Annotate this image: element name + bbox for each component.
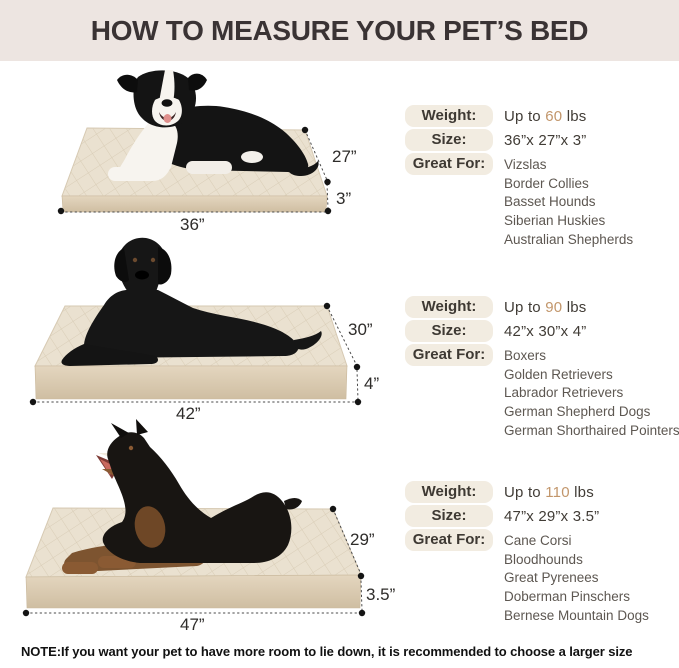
breed-item: Vizslas: [504, 157, 547, 172]
weight-prefix: Up to: [504, 108, 546, 125]
breed-item: Labrador Retrievers: [504, 385, 624, 401]
breed-item: Boxers: [504, 348, 547, 363]
breed-item: Cane Corsi: [504, 533, 572, 548]
breed-item: Basset Hounds: [504, 194, 596, 210]
weight-label: Weight:: [405, 481, 493, 503]
specs-medium: Weight: Up to 60 lbs Size: 36”x 27”x 3” …: [405, 105, 673, 252]
size-label: Size:: [405, 505, 493, 527]
page-title: HOW TO MEASURE YOUR PET’S BED: [90, 14, 589, 46]
weight-suffix: lbs: [562, 108, 587, 125]
breed-item: Great Pyrenees: [504, 570, 599, 586]
breed-list: Boxers Golden Retrievers Labrador Retrie…: [504, 344, 679, 441]
bed-diagram-xlarge: 29” 3.5” 47”: [22, 419, 396, 634]
dimension-annotations: 29” 3.5” 47”: [22, 505, 396, 634]
weight-row: Weight: Up to 110 lbs: [405, 481, 673, 503]
depth-dimension-label: 27”: [332, 147, 357, 166]
weight-number: 60: [545, 108, 563, 125]
weight-value: Up to 90 lbs: [504, 296, 586, 316]
weight-value: Up to 60 lbs: [504, 105, 586, 125]
width-dimension-label: 36”: [180, 215, 205, 234]
breed-list: Vizslas Border Collies Basset Hounds Sib…: [504, 153, 633, 250]
great-for-label: Great For:: [405, 529, 493, 551]
weight-label: Weight:: [405, 296, 493, 318]
great-for-label: Great For:: [405, 344, 493, 366]
size-value: 47”x 29”x 3.5”: [504, 508, 600, 525]
weight-number: 90: [545, 299, 563, 316]
bed-diagram-large: 30” 4” 42”: [29, 237, 379, 423]
specs-xlarge: Weight: Up to 110 lbs Size: 47”x 29”x 3.…: [405, 481, 673, 628]
width-dimension-label: 42”: [176, 404, 201, 423]
dog-illustration-border-collie: [108, 70, 319, 181]
great-for-label: Great For:: [405, 153, 493, 175]
dog-illustration-labrador: [61, 237, 322, 366]
header-band: HOW TO MEASURE YOUR PET’S BED: [0, 0, 679, 61]
weight-prefix: Up to: [504, 484, 546, 501]
weight-suffix: lbs: [569, 484, 594, 501]
breed-item: Border Collies: [504, 175, 589, 191]
specs-large: Weight: Up to 90 lbs Size: 42”x 30”x 4” …: [405, 296, 679, 443]
height-dimension-label: 3.5”: [366, 585, 396, 604]
great-for-row: Great For: Cane Corsi Bloodhounds Great …: [405, 529, 673, 626]
breed-list: Cane Corsi Bloodhounds Great Pyrenees Do…: [504, 529, 649, 626]
size-value: 42”x 30”x 4”: [504, 323, 587, 340]
dimension-annotations: 27” 3” 36”: [57, 126, 357, 234]
weight-number: 110: [545, 484, 570, 501]
breed-item: Bernese Mountain Dogs: [504, 607, 649, 623]
height-dimension-label: 3”: [336, 189, 351, 208]
dimension-annotations: 30” 4” 42”: [29, 302, 379, 423]
size-value: 36”x 27”x 3”: [504, 132, 587, 149]
weight-suffix: lbs: [562, 299, 587, 316]
height-dimension-label: 4”: [364, 374, 379, 393]
weight-label: Weight:: [405, 105, 493, 127]
weight-row: Weight: Up to 90 lbs: [405, 296, 673, 318]
breed-item: Golden Retrievers: [504, 366, 613, 382]
depth-dimension-label: 30”: [348, 320, 373, 339]
weight-value: Up to 110 lbs: [504, 481, 594, 501]
size-label: Size:: [405, 129, 493, 151]
breed-item: German Shepherd Dogs: [504, 404, 651, 420]
bottom-note: NOTE:If you want your pet to have more r…: [21, 644, 633, 659]
size-label: Size:: [405, 320, 493, 342]
size-row: Size: 36”x 27”x 3”: [405, 129, 673, 151]
great-for-row: Great For: Vizslas Border Collies Basset…: [405, 153, 673, 250]
size-row: Size: 42”x 30”x 4”: [405, 320, 673, 342]
depth-dimension-label: 29”: [350, 530, 375, 549]
width-dimension-label: 47”: [180, 615, 205, 634]
breed-item: Bloodhounds: [504, 551, 583, 567]
size-row: Size: 47”x 29”x 3.5”: [405, 505, 673, 527]
breed-item: Australian Shepherds: [504, 231, 634, 247]
breed-item: German Shorthaired Pointers: [504, 422, 679, 438]
breed-item: Doberman Pinschers: [504, 589, 631, 605]
bed-diagram-medium: 27” 3” 36”: [57, 70, 357, 234]
dog-illustration-doberman: [62, 419, 302, 574]
weight-prefix: Up to: [504, 299, 546, 316]
great-for-row: Great For: Boxers Golden Retrievers Labr…: [405, 344, 679, 441]
breed-item: Siberian Huskies: [504, 213, 606, 229]
weight-row: Weight: Up to 60 lbs: [405, 105, 673, 127]
